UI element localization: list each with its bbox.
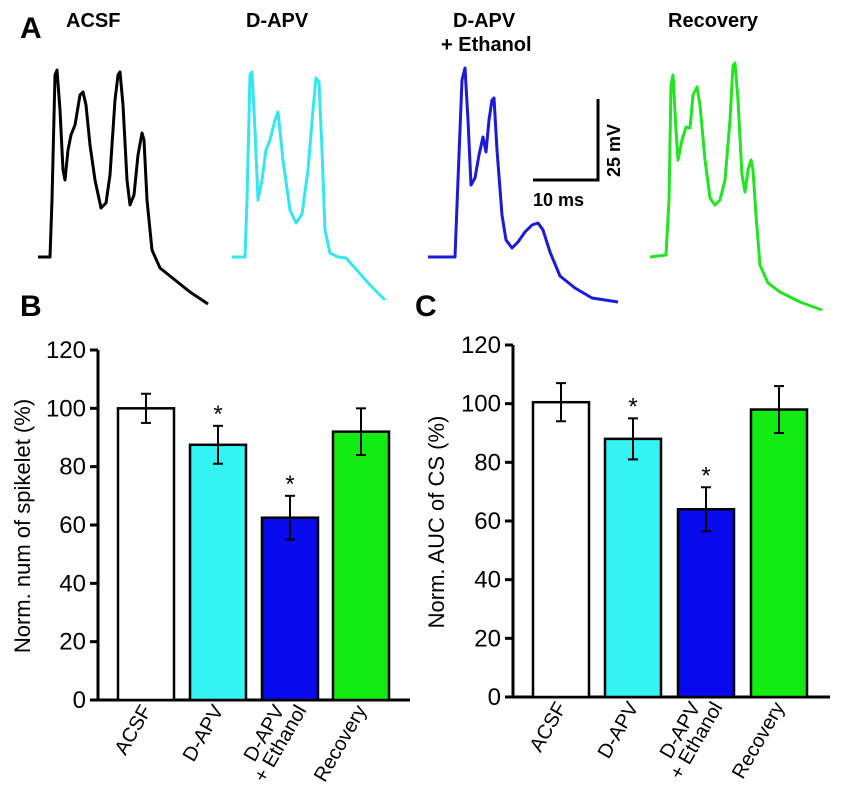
chart-b-category-label: D-APV (179, 701, 229, 766)
chart-c-ylabel: Norm. AUC of CS (%) (424, 416, 449, 629)
chart-b-y-tick-label: 20 (59, 629, 86, 656)
chart-b-bar (188, 443, 248, 702)
chart-b-y-tick-label: 100 (46, 395, 86, 422)
chart-c-bar (676, 508, 736, 699)
chart-c-y-tick-label: 120 (461, 332, 501, 359)
trace-label-recovery: Recovery (668, 10, 759, 32)
chart-c-bar (749, 408, 809, 699)
scale-bar-time-label: 10 ms (533, 190, 584, 210)
chart-b-category-label: Recovery (310, 702, 371, 786)
chart-c-y-tick-label: 40 (474, 567, 501, 594)
chart-b-y-tick-label: 80 (59, 454, 86, 481)
chart-b-category-label: ACSF (111, 702, 157, 759)
chart-c-y-tick-label: 60 (474, 508, 501, 535)
chart-c-y-tick-label: 0 (488, 684, 501, 711)
trace-label-dapv-ethanol-line1: D-APV (453, 10, 516, 32)
chart-c-category-label: Recovery (728, 699, 789, 783)
trace-acsf (38, 68, 209, 306)
trace-label-dapv: D-APV (246, 10, 309, 32)
chart-c-y-tick-label: 20 (474, 625, 501, 652)
chart-c-significance-marker: * (628, 393, 637, 420)
chart-b-bar (260, 516, 320, 702)
trace-dapv (232, 70, 387, 302)
trace-dapv-ethanol (428, 66, 619, 304)
chart-b-bar (331, 430, 391, 702)
panel-b-letter: B (20, 290, 42, 323)
chart-b-y-tick-label: 60 (59, 512, 86, 539)
chart-c-significance-marker: * (701, 462, 710, 489)
chart-b-y-tick-label: 0 (73, 687, 86, 714)
chart-b-significance-marker: * (213, 401, 222, 428)
trace-recovery (649, 61, 823, 312)
trace-label-acsf: ACSF (66, 10, 120, 32)
chart-b-significance-marker: * (285, 471, 294, 498)
panel-c-letter: C (415, 290, 437, 323)
chart-c-y-tick-label: 100 (461, 391, 501, 418)
chart-c-y-tick-label: 80 (474, 449, 501, 476)
chart-b-bar (116, 407, 176, 702)
chart-b-y-tick-label: 120 (46, 337, 86, 364)
chart-c-category-label: ACSF (526, 699, 572, 756)
chart-c-bar (531, 400, 591, 699)
trace-label-dapv-ethanol-line2: + Ethanol (441, 34, 532, 56)
chart-c-category-label: D-APV (594, 698, 644, 763)
scale-bar (533, 99, 600, 182)
panel-a-letter: A (20, 12, 42, 45)
scale-bar-voltage-label: 25 mV (604, 124, 624, 177)
chart-b-y-tick-label: 40 (59, 570, 86, 597)
chart-b-ylabel: Norm. num of spikelet (%) (10, 399, 35, 653)
chart-c-bar (603, 437, 663, 699)
